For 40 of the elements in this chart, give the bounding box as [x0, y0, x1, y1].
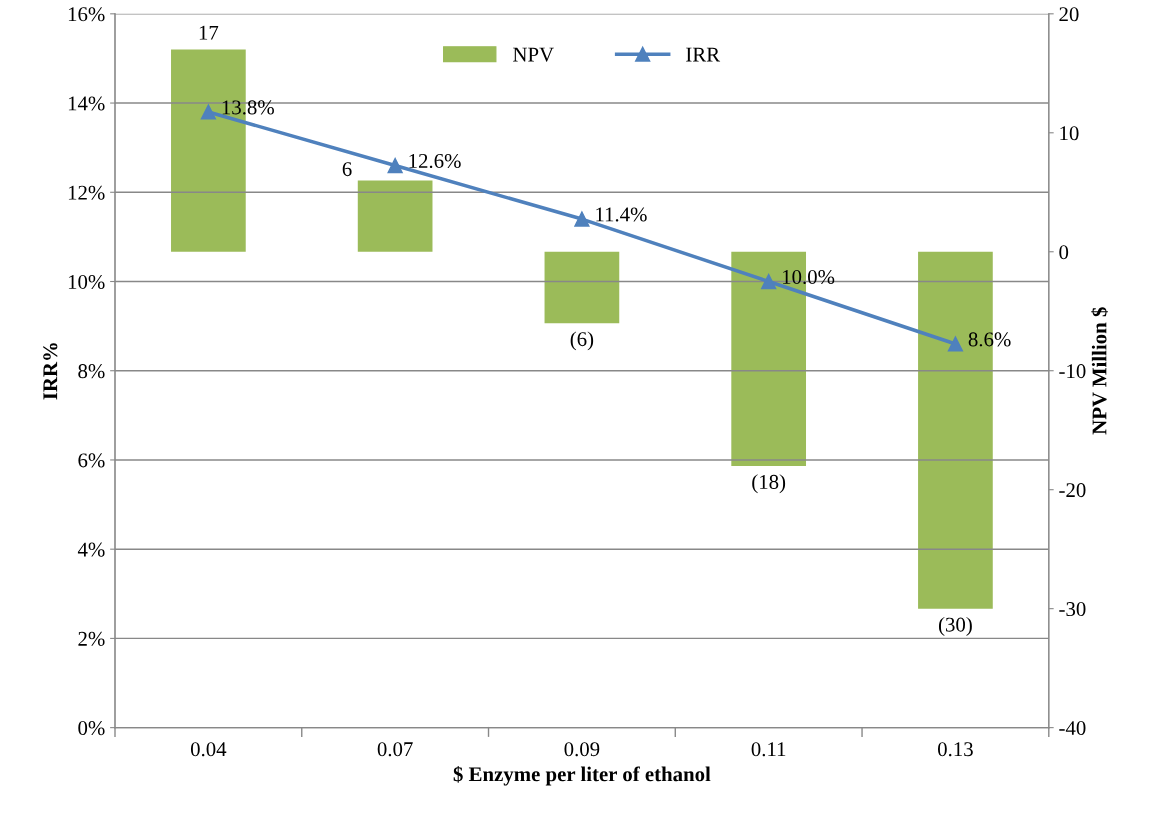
y-tick-label: 10%: [68, 274, 105, 289]
y-tick-label: 0%: [78, 721, 105, 736]
legend-label: NPV: [513, 47, 554, 62]
bar: [544, 251, 620, 324]
y2-tick-label: 20: [1059, 7, 1079, 22]
y-axis-title: IRR%: [43, 343, 58, 400]
x-tick-label: 0.07: [377, 742, 413, 757]
y2-tick-label: 0: [1059, 245, 1069, 260]
point: [200, 104, 217, 120]
y2-tick-label: -30: [1059, 602, 1086, 617]
data-label: 11.4%: [596, 207, 647, 222]
y-tick-label: 16%: [68, 7, 105, 22]
y-tick-label: 12%: [68, 185, 105, 200]
data-label: 12.6%: [409, 153, 461, 169]
y2-tick-label: 10: [1060, 126, 1079, 141]
data-label: (18): [752, 474, 786, 494]
data-label: 17: [199, 25, 219, 40]
point: [947, 336, 964, 352]
x-tick-label: 0.04: [190, 742, 227, 757]
y-tick-label: 14%: [68, 96, 105, 111]
y2-tick-label: -10: [1059, 364, 1086, 379]
data-label: (30): [938, 617, 972, 636]
legend-label: IRR: [686, 47, 721, 62]
data-label: (6): [570, 331, 594, 351]
x-tick-label: 0.11: [751, 742, 786, 757]
y-tick-label: 4%: [77, 542, 105, 557]
bar: [357, 180, 433, 252]
point: [387, 157, 403, 174]
point: [761, 273, 777, 290]
x-tick-label: 0.09: [564, 742, 600, 757]
y-tick-label: 8%: [78, 364, 105, 379]
y-tick-label: 2%: [78, 631, 105, 646]
y2-tick-label: -20: [1059, 483, 1086, 498]
y2-axis-title: NPV Million $: [1091, 307, 1108, 435]
y-tick-label: 6%: [78, 453, 105, 468]
x-tick-label: 0.13: [937, 742, 973, 757]
x-axis-title: $ Enzyme per liter of ethanol: [453, 765, 711, 786]
y2-tick-label: -40: [1059, 721, 1086, 736]
point: [574, 211, 590, 227]
data-label: 6: [342, 162, 352, 177]
